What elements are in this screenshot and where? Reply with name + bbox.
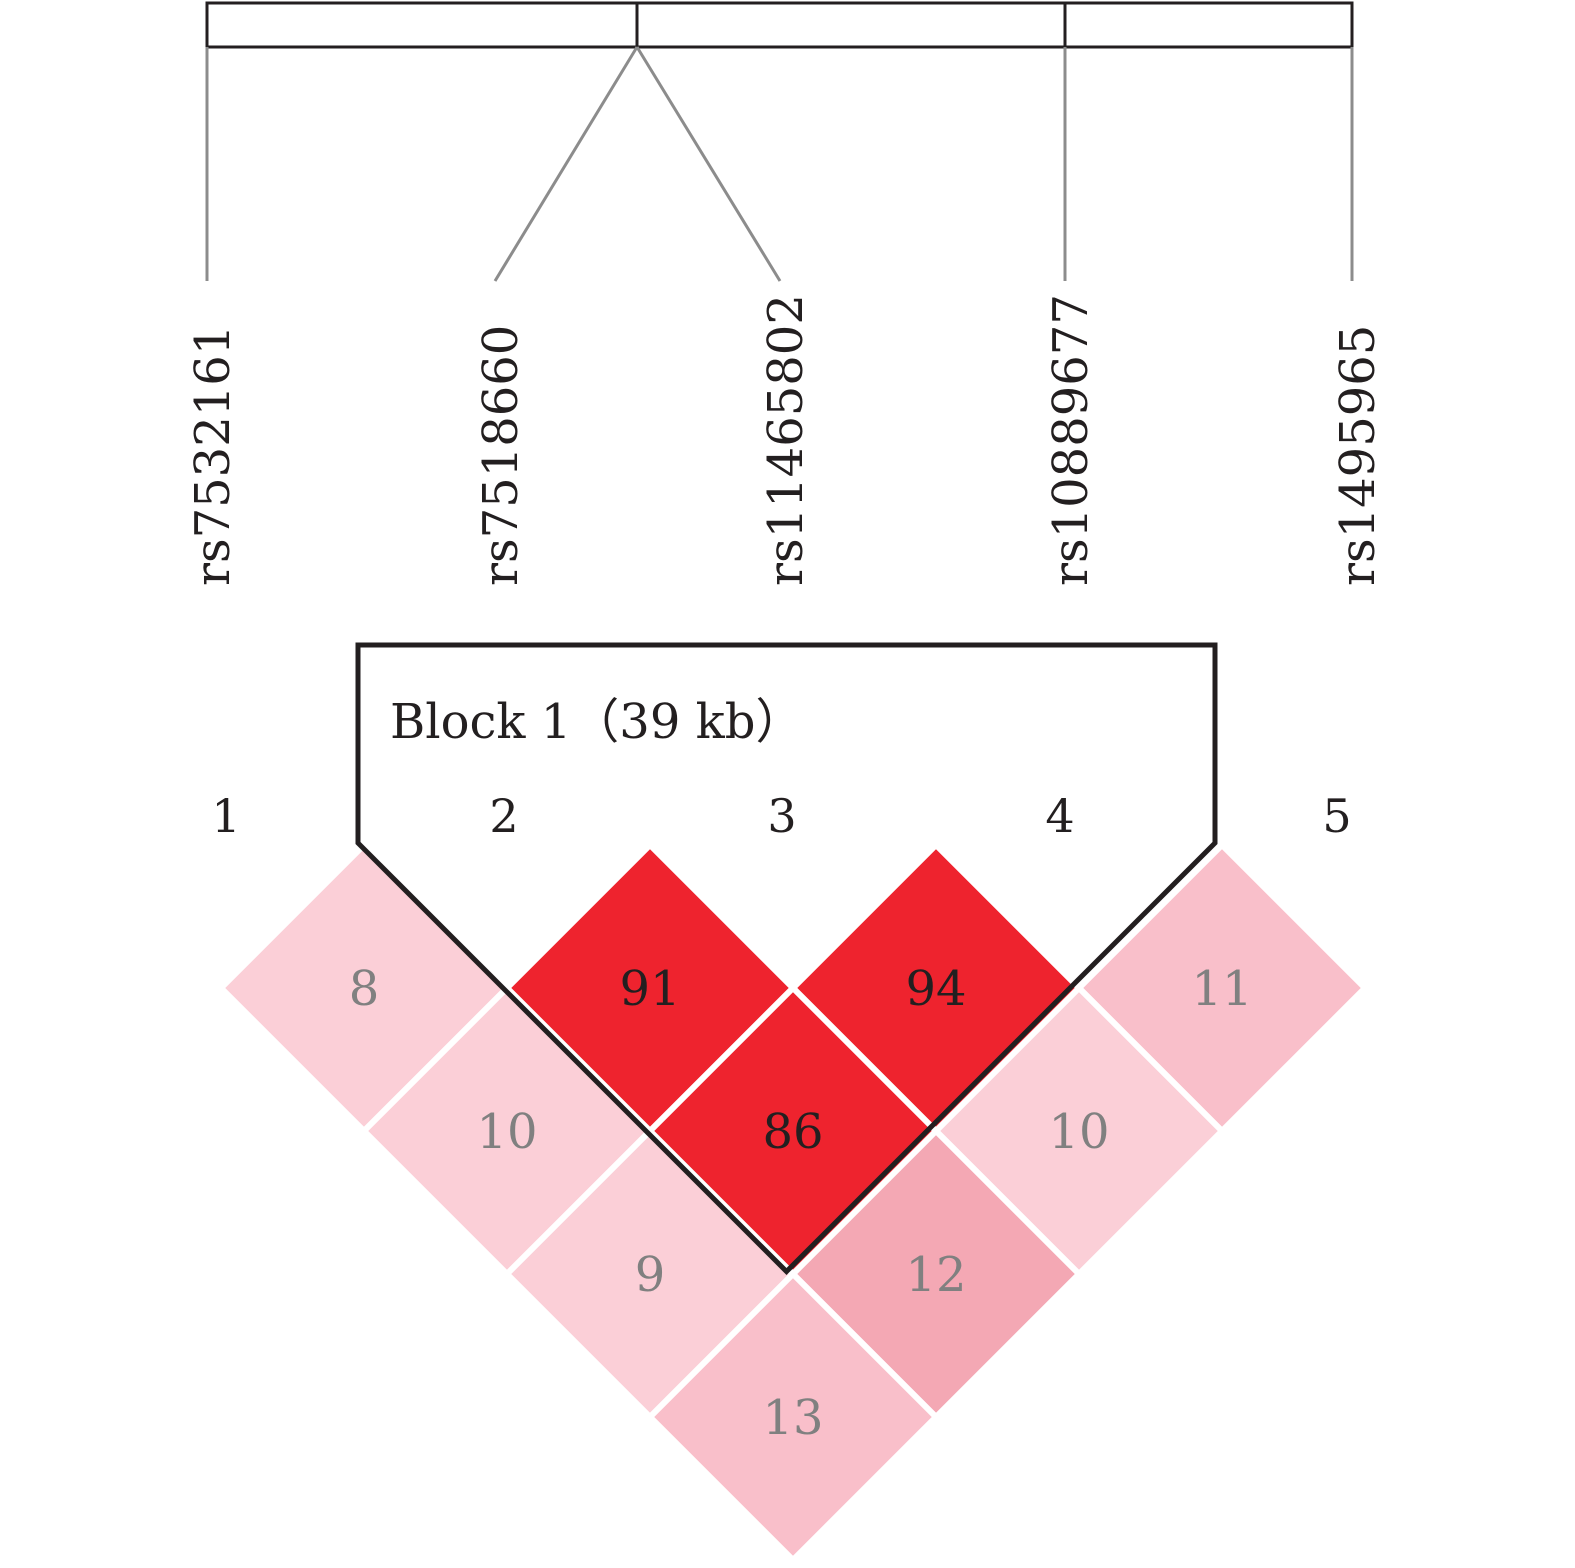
marker-name-label: rs7532161 [185,325,241,586]
ld-value-label: 10 [1048,1104,1109,1160]
ld-value-label: 86 [762,1104,823,1160]
ld-cell [645,1269,941,1565]
marker-position-ruler [205,1,1354,49]
marker-name-label: rs7518660 [473,325,529,586]
marker-index-label: 1 [211,789,240,843]
haplotype-block-outline [355,642,1218,1276]
ld-value-label: 94 [905,961,966,1017]
marker-index-label: 2 [489,789,518,843]
marker-name-label: rs10889677 [1043,294,1099,586]
marker-index-label: 5 [1322,789,1351,843]
ld-cells: 8 91 94 11 10 86 10 9 12 13 [216,840,1370,1565]
marker-connectors [205,46,1354,282]
marker-names: rs7532161 rs7518660 rs11465802 rs10889677 rs… [185,294,1386,586]
marker-name-label: rs11465802 [758,294,814,586]
ld-value-label: 10 [476,1104,537,1160]
marker-connector [635,46,782,282]
marker-indices: 1 2 3 4 5 [211,789,1351,843]
ld-value-label: 91 [619,961,680,1017]
marker-name-label: rs1495965 [1330,325,1386,586]
block-outline-path [355,642,1218,1276]
ruler-box [205,1,1354,49]
ld-value-label: 13 [762,1390,823,1446]
ld-value-label: 12 [905,1247,966,1303]
marker-index-label: 4 [1045,789,1074,843]
marker-connector [493,46,639,282]
ld-value-label: 9 [635,1247,666,1303]
ld-value-label: 11 [1191,961,1252,1017]
block-label: Block 1（39 kb） [390,694,803,750]
ld-value-label: 8 [349,961,380,1017]
marker-index-label: 3 [767,789,796,843]
